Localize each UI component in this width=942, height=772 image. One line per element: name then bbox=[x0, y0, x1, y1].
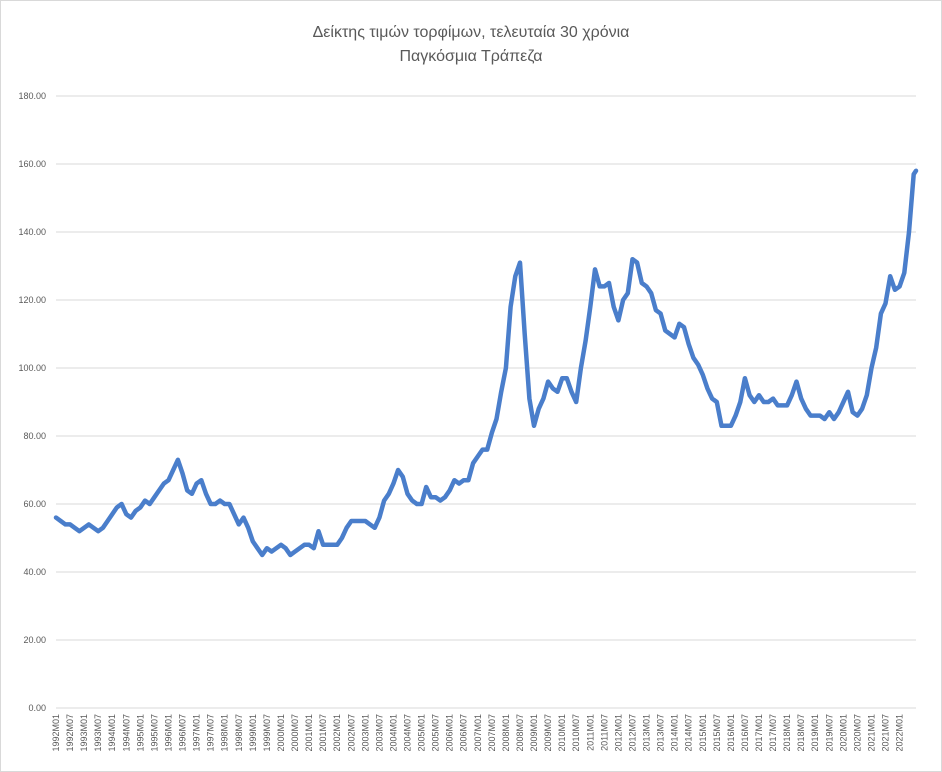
x-tick-label: 2014M07 bbox=[684, 714, 694, 752]
x-tick-label: 2010M07 bbox=[571, 714, 581, 752]
x-tick-label: 2005M07 bbox=[431, 714, 441, 752]
x-tick-label: 2012M01 bbox=[613, 714, 623, 752]
y-tick-label: 140.00 bbox=[18, 227, 46, 237]
y-tick-label: 60.00 bbox=[23, 499, 46, 509]
x-tick-label: 2015M01 bbox=[698, 714, 708, 752]
x-tick-label: 2022M01 bbox=[895, 714, 905, 752]
x-tick-label: 2006M01 bbox=[445, 714, 455, 752]
x-tick-label: 2020M01 bbox=[838, 714, 848, 752]
x-tick-label: 2021M07 bbox=[881, 714, 891, 752]
x-tick-label: 2004M07 bbox=[402, 714, 412, 752]
y-tick-label: 160.00 bbox=[18, 159, 46, 169]
x-tick-label: 2002M07 bbox=[346, 714, 356, 752]
x-tick-label: 2013M01 bbox=[642, 714, 652, 752]
x-tick-label: 1997M01 bbox=[192, 714, 202, 752]
gridlines bbox=[56, 95, 916, 709]
x-tick-label: 1996M01 bbox=[163, 714, 173, 752]
x-tick-label: 2019M01 bbox=[810, 714, 820, 752]
series-line bbox=[53, 168, 919, 558]
x-tick-label: 2014M01 bbox=[670, 714, 680, 752]
x-tick-label: 2018M01 bbox=[782, 714, 792, 752]
y-tick-label: 40.00 bbox=[23, 567, 46, 577]
y-tick-label: 120.00 bbox=[18, 295, 46, 305]
x-tick-label: 2004M01 bbox=[388, 714, 398, 752]
y-tick-label: 80.00 bbox=[23, 431, 46, 441]
chart-subtitle: Παγκόσμια Τράπεζα bbox=[399, 48, 543, 65]
x-tick-label: 2007M01 bbox=[473, 714, 483, 752]
x-tick-label: 2000M07 bbox=[290, 714, 300, 752]
x-tick-label: 2007M07 bbox=[487, 714, 497, 752]
y-tick-label: 20.00 bbox=[23, 635, 46, 645]
x-tick-label: 1995M07 bbox=[149, 714, 159, 752]
x-tick-label: 2003M07 bbox=[374, 714, 384, 752]
x-tick-label: 1997M07 bbox=[206, 714, 216, 752]
x-tick-label: 2000M01 bbox=[276, 714, 286, 752]
chart-title: Δείκτης τιμών τορφίμων, τελευταία 30 χρό… bbox=[312, 24, 630, 41]
x-tick-label: 2015M07 bbox=[712, 714, 722, 752]
x-tick-label: 2016M01 bbox=[726, 714, 736, 752]
y-tick-label: 0.00 bbox=[28, 703, 46, 713]
x-tick-label: 2003M01 bbox=[360, 714, 370, 752]
x-tick-label: 2018M07 bbox=[796, 714, 806, 752]
x-tick-label: 2001M07 bbox=[318, 714, 328, 752]
x-tick-label: 1992M07 bbox=[65, 714, 75, 752]
x-tick-label: 1994M07 bbox=[121, 714, 131, 752]
x-tick-label: 2002M01 bbox=[332, 714, 342, 752]
x-tick-label: 1993M07 bbox=[93, 714, 103, 752]
x-axis-tick-labels: 1992M01 1992M07 1993M01 1993M07 1994M01 1994M… bbox=[51, 714, 905, 752]
x-tick-label: 2009M07 bbox=[543, 714, 553, 752]
y-tick-label: 100.00 bbox=[18, 363, 46, 373]
x-tick-label: 2020M07 bbox=[852, 714, 862, 752]
x-tick-label: 1998M07 bbox=[234, 714, 244, 752]
x-tick-label: 2017M07 bbox=[768, 714, 778, 752]
x-tick-label: 1992M01 bbox=[51, 714, 61, 752]
x-tick-label: 2009M01 bbox=[529, 714, 539, 752]
x-tick-label: 2011M07 bbox=[599, 714, 609, 751]
x-tick-label: 2008M07 bbox=[515, 714, 525, 752]
x-tick-label: 2010M01 bbox=[557, 714, 567, 752]
x-tick-label: 2019M07 bbox=[824, 714, 834, 752]
x-tick-label: 2005M01 bbox=[417, 714, 427, 752]
x-tick-label: 1998M01 bbox=[220, 714, 230, 752]
x-tick-label: 2017M01 bbox=[754, 714, 764, 752]
x-tick-label: 1995M01 bbox=[135, 714, 145, 752]
y-axis-tick-labels: 0.00 20.00 40.00 60.00 80.00 100.00 120.00 140.… bbox=[18, 91, 46, 713]
x-tick-label: 1994M01 bbox=[107, 714, 117, 752]
x-tick-label: 2008M01 bbox=[501, 714, 511, 752]
x-tick-label: 2016M07 bbox=[740, 714, 750, 752]
x-tick-label: 2011M01 bbox=[585, 714, 595, 751]
x-tick-label: 1999M01 bbox=[248, 714, 258, 752]
x-tick-label: 1996M07 bbox=[178, 714, 188, 752]
x-tick-label: 1993M01 bbox=[79, 714, 89, 752]
x-tick-label: 1999M07 bbox=[262, 714, 272, 752]
x-tick-label: 2012M07 bbox=[627, 714, 637, 752]
x-tick-label: 2006M07 bbox=[459, 714, 469, 752]
y-tick-label: 180.00 bbox=[18, 91, 46, 101]
x-tick-label: 2001M01 bbox=[304, 714, 314, 752]
x-tick-label: 2013M07 bbox=[656, 714, 666, 752]
x-tick-label: 2021M01 bbox=[866, 714, 876, 752]
